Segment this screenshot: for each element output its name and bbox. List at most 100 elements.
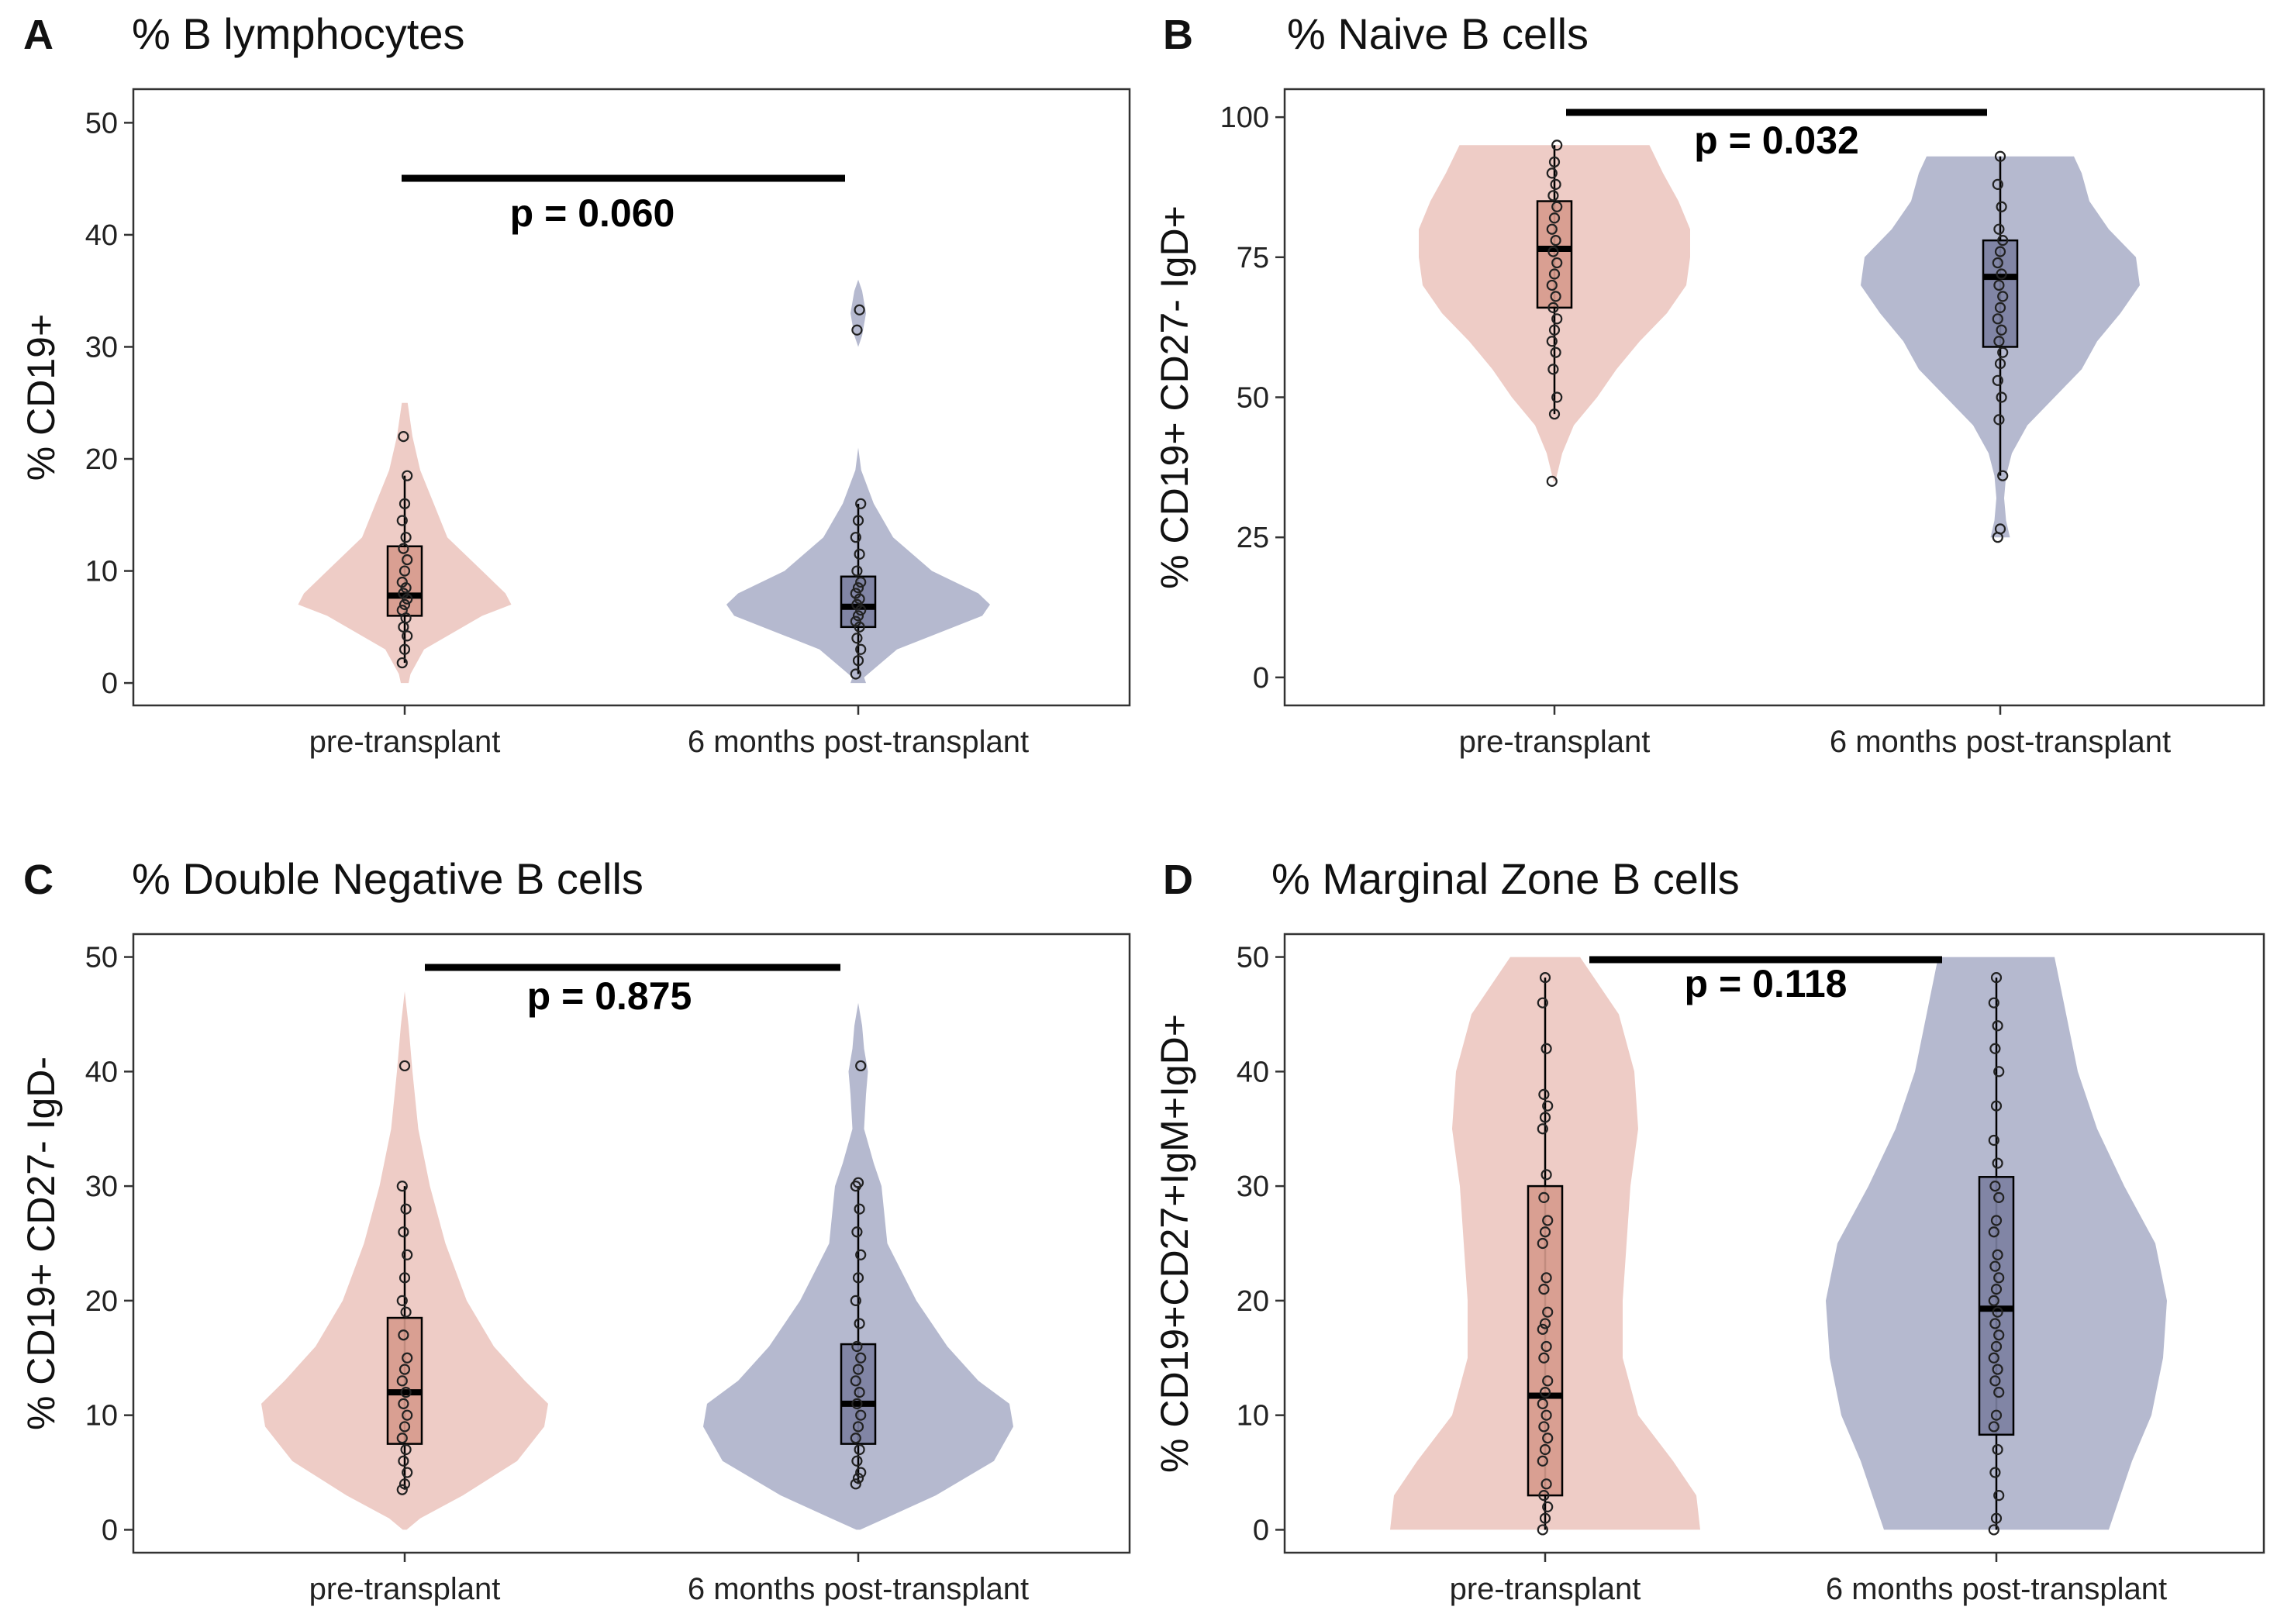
data-point [1540,1340,1552,1353]
data-point [1551,201,1563,212]
data-point [1539,1387,1551,1398]
data-point [1551,140,1563,151]
data-point [1993,279,2005,291]
data-point [1993,1272,2005,1284]
data-point [1992,1443,2003,1456]
data-point [1996,324,2007,336]
data-point [1551,313,1563,325]
data-point [1994,246,2006,257]
data-point [398,598,411,611]
box [386,545,423,617]
data-point [1538,1284,1550,1295]
panel-letter: C [23,857,53,903]
data-point [396,1181,408,1192]
y-tick-label: 0 [1253,662,1269,695]
y-tick-label: 20 [1237,1285,1269,1318]
data-point [1538,1421,1550,1433]
y-tick-label: 25 [1237,522,1269,554]
box [1527,1184,1564,1497]
data-point [852,1472,864,1484]
data-point [1992,1157,2003,1169]
data-point [398,1329,409,1341]
data-point [398,1455,409,1467]
data-point [396,1484,408,1495]
data-point [1990,1100,2003,1112]
data-point [1542,1306,1554,1318]
group-pre-transplant [1390,957,1700,1536]
x-tick-label: pre-transplant [309,1572,501,1606]
data-point [396,605,408,616]
data-point [1988,1524,1999,1536]
panel-a: A % B lymphocytes % CD19+ 0 10 20 30 40 50 pre-tr… [19,9,1131,759]
data-point [1990,1340,2003,1353]
panel-b: B % Naive B cells % CD19+ CD27- IgD+ 0 25 50 7… [1153,9,2265,759]
data-point [1551,391,1563,403]
data-point [1538,1191,1550,1203]
data-point [398,1272,411,1284]
data-point [396,1375,408,1387]
y-tick-label: 75 [1237,242,1269,274]
data-point [855,1060,867,1072]
data-point [855,1249,867,1260]
data-point [850,588,861,599]
data-point [400,1306,412,1318]
data-point [852,1272,864,1284]
y-tick-label: 50 [1237,382,1269,415]
y-tick-label: 10 [85,556,118,588]
data-point [1542,1100,1554,1112]
data-point [398,588,409,599]
panel-title: % Double Negative B cells [132,854,643,903]
data-point [1989,1260,2001,1272]
data-point [852,515,864,526]
data-point [1537,1237,1548,1250]
data-point [1540,1043,1552,1054]
data-point [854,1203,865,1215]
data-point [1538,1088,1550,1100]
data-point [1547,246,1559,257]
panel-d: D % Marginal Zone B cells % CD19+CD27+IgM+… [1153,854,2265,1606]
data-point [1992,1020,2003,1032]
data-point [1551,257,1563,269]
data-point [1546,475,1558,488]
data-point [400,1443,412,1456]
data-point [1990,1215,2003,1226]
data-point [398,565,411,577]
data-point [1546,167,1558,179]
data-point [1542,1501,1554,1512]
panel-title: % B lymphocytes [132,9,465,58]
data-point [402,1352,413,1364]
y-tick-label: 30 [85,331,118,364]
data-point [1992,1249,2003,1260]
data-point [1546,336,1558,347]
data-point [1540,1272,1552,1284]
data-point [398,1060,411,1072]
data-point [396,657,408,669]
box [840,575,877,629]
panel-frame [132,88,1131,707]
data-point [1537,997,1548,1009]
data-point [1994,523,2006,535]
data-point [1550,235,1561,247]
p-value-label: p = 0.060 [510,191,675,235]
panel-frame [1283,933,2265,1554]
data-point [1550,291,1561,302]
data-point [1993,1066,2005,1077]
y-tick-label: 100 [1220,102,1269,134]
data-point [855,498,867,509]
panel-letter: D [1163,857,1193,903]
y-tick-label: 10 [85,1400,118,1433]
data-point [398,1421,411,1433]
data-point [854,1387,865,1398]
y-axis-label: % CD19+ [19,314,63,481]
data-point [1993,1490,2005,1502]
data-point [1538,1490,1550,1502]
data-point [850,1433,861,1444]
y-tick-label: 20 [85,1285,118,1318]
data-point [851,633,863,644]
data-point [1546,279,1558,291]
panel-c: C % Double Negative B cells % CD19+ CD27- … [19,854,1131,1606]
data-point [850,668,861,680]
data-point [1538,1352,1550,1364]
data-point [1997,235,2009,247]
